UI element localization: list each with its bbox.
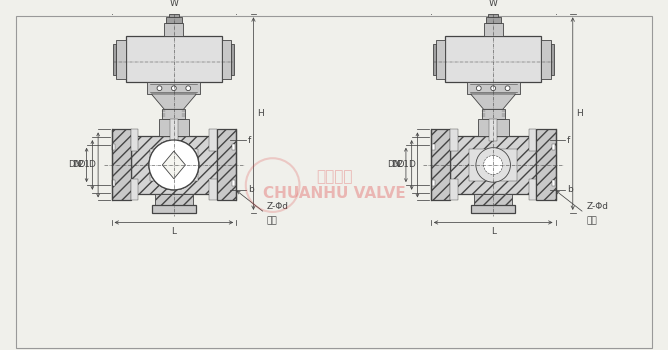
Text: b: b	[248, 186, 253, 194]
Text: D1: D1	[397, 160, 409, 169]
Polygon shape	[467, 83, 520, 94]
Polygon shape	[131, 179, 138, 201]
Polygon shape	[232, 180, 235, 186]
Polygon shape	[450, 130, 458, 151]
Polygon shape	[478, 119, 508, 136]
Text: b: b	[567, 186, 572, 194]
Polygon shape	[162, 151, 186, 179]
Polygon shape	[528, 179, 536, 201]
Text: L: L	[491, 227, 496, 236]
Polygon shape	[150, 149, 198, 181]
Polygon shape	[550, 44, 554, 75]
Text: D1: D1	[77, 160, 90, 169]
Polygon shape	[474, 194, 512, 205]
Polygon shape	[126, 36, 222, 83]
Polygon shape	[484, 23, 503, 36]
Text: L: L	[172, 227, 176, 236]
Polygon shape	[528, 130, 536, 151]
Polygon shape	[112, 144, 116, 150]
Circle shape	[186, 86, 190, 91]
Circle shape	[505, 86, 510, 91]
Text: 均布: 均布	[587, 217, 597, 226]
Text: DN: DN	[387, 160, 400, 169]
Polygon shape	[436, 40, 446, 79]
Polygon shape	[131, 130, 138, 151]
Polygon shape	[471, 205, 515, 213]
Text: 川沪阀门
CHUANHU VALVE: 川沪阀门 CHUANHU VALVE	[263, 169, 405, 201]
Polygon shape	[209, 130, 217, 151]
Polygon shape	[112, 130, 131, 201]
Polygon shape	[164, 23, 184, 36]
Polygon shape	[116, 40, 126, 79]
Circle shape	[149, 140, 199, 190]
Circle shape	[476, 148, 510, 182]
Circle shape	[157, 86, 162, 91]
Polygon shape	[209, 179, 217, 201]
Text: D2: D2	[391, 160, 403, 169]
Polygon shape	[488, 14, 498, 17]
Text: f: f	[567, 135, 570, 145]
Polygon shape	[232, 144, 235, 150]
Polygon shape	[114, 44, 116, 75]
Polygon shape	[217, 130, 236, 201]
Polygon shape	[131, 136, 217, 194]
Polygon shape	[432, 144, 435, 150]
Polygon shape	[152, 94, 196, 109]
Polygon shape	[486, 17, 501, 23]
Circle shape	[172, 86, 176, 91]
Text: D: D	[407, 160, 415, 169]
Polygon shape	[471, 94, 516, 109]
Text: DN: DN	[68, 160, 81, 169]
Text: H: H	[257, 109, 264, 118]
Polygon shape	[148, 83, 200, 94]
Text: H: H	[576, 109, 583, 118]
Circle shape	[484, 155, 503, 175]
Polygon shape	[541, 40, 550, 79]
Polygon shape	[431, 130, 450, 201]
Polygon shape	[170, 119, 178, 141]
Text: D: D	[88, 160, 96, 169]
Polygon shape	[536, 130, 556, 201]
Text: f: f	[248, 135, 251, 145]
Polygon shape	[470, 149, 517, 181]
Text: W: W	[170, 0, 178, 8]
Polygon shape	[169, 14, 178, 17]
Text: Z-Φd: Z-Φd	[267, 202, 289, 211]
Polygon shape	[152, 205, 196, 213]
Polygon shape	[552, 180, 554, 186]
Polygon shape	[112, 180, 116, 186]
Polygon shape	[552, 144, 554, 150]
Text: 均布: 均布	[267, 217, 278, 226]
Polygon shape	[162, 109, 186, 119]
Polygon shape	[482, 109, 505, 119]
Polygon shape	[490, 119, 497, 141]
Polygon shape	[433, 44, 436, 75]
Polygon shape	[231, 44, 234, 75]
Text: D2: D2	[72, 160, 84, 169]
Circle shape	[476, 86, 481, 91]
Polygon shape	[432, 180, 435, 186]
Polygon shape	[450, 136, 536, 194]
Text: W: W	[489, 0, 498, 8]
Polygon shape	[450, 179, 458, 201]
Polygon shape	[446, 36, 541, 83]
Polygon shape	[222, 40, 231, 79]
Polygon shape	[166, 17, 182, 23]
Polygon shape	[155, 194, 193, 205]
Polygon shape	[158, 119, 189, 136]
Text: Z-Φd: Z-Φd	[587, 202, 608, 211]
Circle shape	[491, 86, 496, 91]
